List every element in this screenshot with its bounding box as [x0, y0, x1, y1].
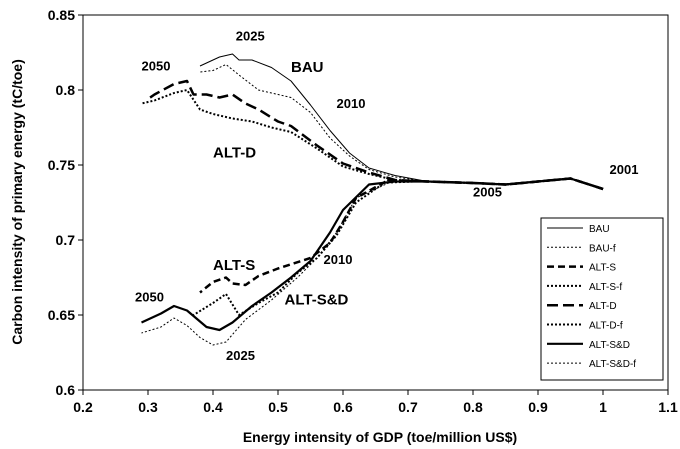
x-tick-label: 0.8 — [463, 399, 483, 415]
x-tick-label: 1.1 — [658, 399, 678, 415]
series-line-6 — [141, 177, 604, 332]
annotation-label: 2010 — [337, 96, 366, 111]
legend-label: ALT-S&D-f — [589, 359, 636, 370]
legend-label: ALT-S&D — [589, 340, 630, 351]
legend-label: BAU — [589, 224, 610, 235]
series-line-0 — [199, 53, 604, 190]
x-tick-label: 0.3 — [138, 399, 158, 415]
y-tick-label: 0.65 — [48, 307, 75, 323]
annotation-label: 2001 — [610, 162, 639, 177]
x-tick-label: 0.4 — [203, 399, 223, 415]
y-tick-label: 0.6 — [56, 382, 76, 398]
x-tick-label: 0.6 — [333, 399, 353, 415]
annotation-label: ALT-S — [213, 257, 255, 274]
y-tick-label: 0.85 — [48, 7, 75, 23]
legend-label: ALT-S — [589, 263, 616, 274]
y-tick-label: 0.8 — [56, 82, 76, 98]
annotation-label: ALT-D — [213, 145, 256, 162]
legend-label: BAU-f — [589, 243, 616, 254]
annotation-label: 2005 — [473, 185, 502, 200]
x-axis-title: Energy intensity of GDP (toe/million US$… — [243, 429, 517, 445]
series-line-5 — [141, 89, 604, 190]
axes: 0.6 0.65 0.7 0.75 0.8 0.85 0.2 0.3 0.4 0.5 0.6 0.7 0… — [48, 7, 678, 415]
x-tick-label: 0.9 — [528, 399, 548, 415]
annotation-label: ALT-S&D — [285, 292, 349, 309]
x-tick-label: 0.2 — [73, 399, 93, 415]
annotation-label: 2050 — [142, 59, 171, 74]
y-tick-label: 0.7 — [56, 232, 76, 248]
series-line-7 — [141, 178, 604, 346]
annotation-layer: 2025 2050 BAU 2010 ALT-D 2001 2005 ALT-S 2010 205… — [135, 29, 638, 364]
y-axis-title: Carbon intensity of primary energy (tC/t… — [9, 59, 25, 344]
x-tick-label: 0.7 — [398, 399, 418, 415]
legend-label: ALT-D-f — [589, 321, 623, 332]
y-tick-label: 0.75 — [48, 157, 75, 173]
legend-label: ALT-D — [589, 301, 617, 312]
plot-frame — [82, 14, 669, 391]
series-layer — [141, 53, 604, 346]
annotation-label: 2025 — [236, 29, 265, 44]
annotation-label: 2010 — [324, 252, 353, 267]
series-line-3 — [192, 177, 604, 316]
x-tick-label: 0.5 — [268, 399, 288, 415]
legend-label: ALT-S-f — [589, 282, 622, 293]
annotation-label: 2050 — [135, 290, 164, 305]
legend: BAU BAU-f ALT-S ALT-S-f ALT-D ALT-D-f ALT-S&D A… — [540, 217, 664, 381]
series-line-1 — [199, 64, 604, 190]
annotation-label: 2025 — [226, 348, 255, 363]
series-line-4 — [147, 79, 604, 191]
annotation-label: BAU — [291, 59, 324, 76]
legend-box — [540, 217, 664, 381]
x-tick-label: 1 — [599, 399, 607, 415]
